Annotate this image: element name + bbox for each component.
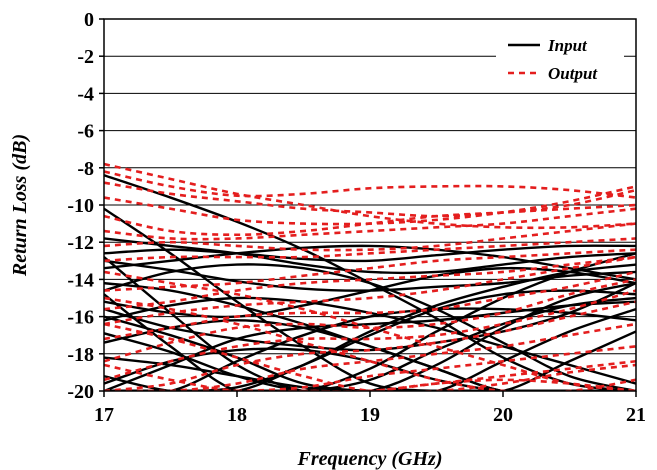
output-curve <box>104 270 636 341</box>
output-curve <box>104 170 636 199</box>
output-curve <box>104 181 636 218</box>
y-tick-label: -8 <box>77 158 94 180</box>
input-curve <box>104 296 636 391</box>
y-tick-label: -20 <box>67 381 94 403</box>
x-axis-ticks: 17 18 19 20 21 <box>94 391 646 426</box>
input-curve <box>104 244 636 281</box>
input-curve <box>104 308 636 391</box>
output-curve <box>104 363 636 391</box>
y-tick-label: -14 <box>67 269 94 291</box>
series-layer <box>104 162 636 391</box>
output-curve <box>104 345 636 391</box>
output-curve <box>104 207 636 241</box>
input-curve <box>104 266 636 319</box>
legend-background <box>496 28 624 88</box>
input-curve <box>104 281 636 391</box>
output-curve <box>104 322 636 391</box>
x-tick-label: 17 <box>94 404 114 426</box>
x-tick-label: 20 <box>493 404 513 426</box>
input-curve <box>104 263 636 391</box>
output-curve <box>104 255 636 311</box>
y-tick-label: -4 <box>77 83 94 105</box>
input-curve <box>104 263 636 391</box>
y-tick-label: 0 <box>84 9 94 31</box>
input-curve <box>104 330 636 391</box>
output-curve <box>104 278 636 363</box>
output-curve <box>104 322 636 391</box>
y-tick-label: -2 <box>77 46 94 68</box>
x-tick-label: 19 <box>360 404 380 426</box>
output-curve <box>104 203 636 237</box>
y-tick-label: -10 <box>67 195 94 217</box>
x-axis-title: Frequency (GHz) <box>297 448 443 470</box>
input-curve <box>104 356 636 391</box>
input-curve <box>104 244 636 263</box>
input-curve <box>104 282 636 352</box>
y-axis-ticks: 0 -2 -4 -6 -8 -10 -12 -14 -16 -18 -20 <box>67 9 104 403</box>
input-curve <box>104 207 636 391</box>
output-curve <box>104 300 636 391</box>
output-curve <box>104 289 636 382</box>
input-curve <box>104 237 636 275</box>
output-curve <box>104 162 636 230</box>
output-curve <box>104 248 636 292</box>
input-curve <box>104 252 636 391</box>
input-curve <box>104 256 636 391</box>
y-tick-label: -6 <box>77 121 94 143</box>
input-curve <box>104 332 636 391</box>
series-input <box>104 174 636 391</box>
legend-label-input: Input <box>547 36 588 55</box>
x-tick-label: 21 <box>626 404 646 426</box>
input-curve <box>104 315 636 391</box>
y-tick-label: -16 <box>67 307 94 329</box>
legend: Input Output <box>496 28 624 88</box>
legend-label-output: Output <box>548 64 598 83</box>
output-curve <box>104 222 636 252</box>
x-tick-label: 18 <box>227 404 247 426</box>
series-output <box>104 162 636 391</box>
output-curve <box>104 237 636 263</box>
input-curve <box>104 281 636 391</box>
output-curve <box>104 255 636 326</box>
y-tick-label: -12 <box>67 232 94 254</box>
y-tick-label: -18 <box>67 344 94 366</box>
y-axis-title: Return Loss (dB) <box>9 134 31 277</box>
